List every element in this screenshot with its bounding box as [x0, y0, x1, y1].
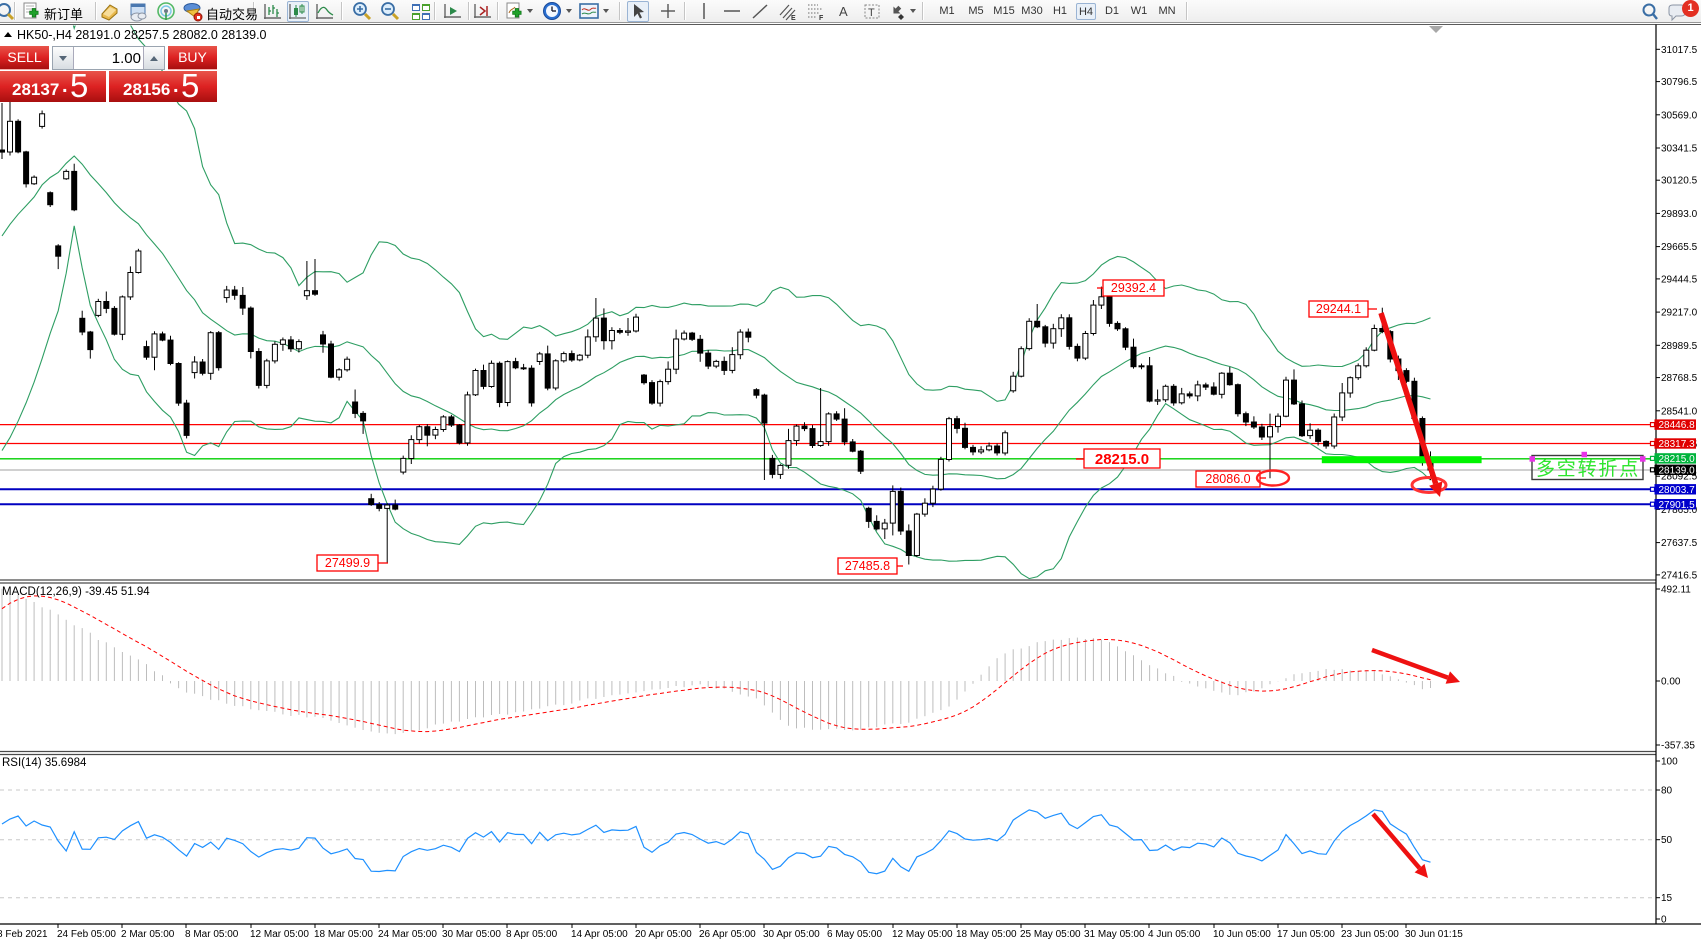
svg-text:30120.5: 30120.5 [1661, 176, 1698, 187]
svg-text:20 Apr 05:00: 20 Apr 05:00 [635, 929, 692, 940]
svg-text:28086.0: 28086.0 [1205, 472, 1250, 486]
svg-text:0.00: 0.00 [1661, 677, 1681, 688]
svg-text:MACD(12,26,9) -39.45 51.94: MACD(12,26,9) -39.45 51.94 [2, 586, 150, 598]
svg-text:28989.5: 28989.5 [1661, 341, 1698, 352]
svg-text:30 Apr 05:00: 30 Apr 05:00 [763, 929, 820, 940]
svg-text:8 Apr 05:00: 8 Apr 05:00 [506, 929, 558, 940]
svg-text:31 May 05:00: 31 May 05:00 [1084, 929, 1145, 940]
svg-text:28541.0: 28541.0 [1661, 406, 1698, 417]
svg-text:28446.8: 28446.8 [1659, 420, 1696, 431]
svg-text:RSI(14) 35.6984: RSI(14) 35.6984 [2, 757, 87, 769]
svg-text:29244.1: 29244.1 [1316, 302, 1361, 316]
svg-text:28768.5: 28768.5 [1661, 373, 1698, 384]
svg-text:27485.8: 27485.8 [845, 559, 890, 573]
svg-text:29893.0: 29893.0 [1661, 209, 1698, 220]
svg-text:30 Mar 05:00: 30 Mar 05:00 [442, 929, 501, 940]
svg-text:29217.0: 29217.0 [1661, 308, 1698, 319]
svg-text:12 May 05:00: 12 May 05:00 [892, 929, 953, 940]
svg-text:18 Mar 05:00: 18 Mar 05:00 [314, 929, 373, 940]
svg-text:30796.5: 30796.5 [1661, 77, 1698, 88]
svg-text:8 Mar 05:00: 8 Mar 05:00 [185, 929, 239, 940]
svg-text:31017.5: 31017.5 [1661, 45, 1698, 56]
svg-text:28092.5: 28092.5 [1661, 472, 1698, 483]
svg-text:A: A [839, 4, 848, 19]
svg-text:6 May 05:00: 6 May 05:00 [827, 929, 882, 940]
svg-text:HK50-,H4 28191.0 28257.5 2808: HK50-,H4 28191.0 28257.5 28082.0 28139.0 [17, 28, 267, 42]
svg-text:0: 0 [1661, 915, 1667, 926]
svg-text:17 Jun 05:00: 17 Jun 05:00 [1277, 929, 1335, 940]
svg-text:28215.0: 28215.0 [1659, 454, 1696, 465]
svg-text:27416.5: 27416.5 [1661, 570, 1698, 581]
svg-text:30341.5: 30341.5 [1661, 144, 1698, 155]
svg-text:100: 100 [1661, 757, 1678, 768]
svg-text:18 May 05:00: 18 May 05:00 [956, 929, 1017, 940]
svg-text:24 Mar 05:00: 24 Mar 05:00 [378, 929, 437, 940]
svg-text:14 Apr 05:00: 14 Apr 05:00 [571, 929, 628, 940]
svg-text:50: 50 [1661, 835, 1673, 846]
svg-text:12 Mar 05:00: 12 Mar 05:00 [250, 929, 309, 940]
svg-text:30569.0: 30569.0 [1661, 110, 1698, 121]
svg-text:28215.0: 28215.0 [1095, 451, 1149, 468]
svg-text:29392.4: 29392.4 [1111, 281, 1156, 295]
svg-text:27637.5: 27637.5 [1661, 538, 1698, 549]
svg-text:28317.3: 28317.3 [1659, 439, 1696, 450]
svg-text:E: E [791, 15, 796, 22]
svg-text:23 Jun 05:00: 23 Jun 05:00 [1341, 929, 1399, 940]
svg-text:4 Jun 05:00: 4 Jun 05:00 [1148, 929, 1201, 940]
svg-text:80: 80 [1661, 786, 1673, 797]
svg-text:27865.0: 27865.0 [1661, 505, 1698, 516]
svg-text:10 Jun 05:00: 10 Jun 05:00 [1213, 929, 1271, 940]
svg-text:T: T [868, 7, 875, 19]
svg-text:27901.5: 27901.5 [1659, 500, 1696, 511]
svg-text:F: F [819, 15, 824, 22]
svg-text:29444.5: 29444.5 [1661, 274, 1698, 285]
svg-text:27499.9: 27499.9 [325, 556, 370, 570]
svg-text:29665.5: 29665.5 [1661, 242, 1698, 253]
svg-text:-357.35: -357.35 [1661, 741, 1695, 752]
svg-text:26 Apr 05:00: 26 Apr 05:00 [699, 929, 756, 940]
svg-text:28139.0: 28139.0 [1659, 465, 1696, 476]
svg-text:492.11: 492.11 [1661, 585, 1691, 596]
svg-text:28003.7: 28003.7 [1659, 485, 1696, 496]
svg-text:多空转折点: 多空转折点 [1536, 458, 1640, 480]
svg-text:25 May 05:00: 25 May 05:00 [1020, 929, 1081, 940]
svg-text:15: 15 [1661, 893, 1673, 904]
svg-text:2 Mar 05:00: 2 Mar 05:00 [121, 929, 175, 940]
svg-text:8 Feb 2021: 8 Feb 2021 [0, 929, 48, 940]
svg-text:24 Feb 05:00: 24 Feb 05:00 [57, 929, 116, 940]
svg-text:30 Jun 01:15: 30 Jun 01:15 [1405, 929, 1463, 940]
